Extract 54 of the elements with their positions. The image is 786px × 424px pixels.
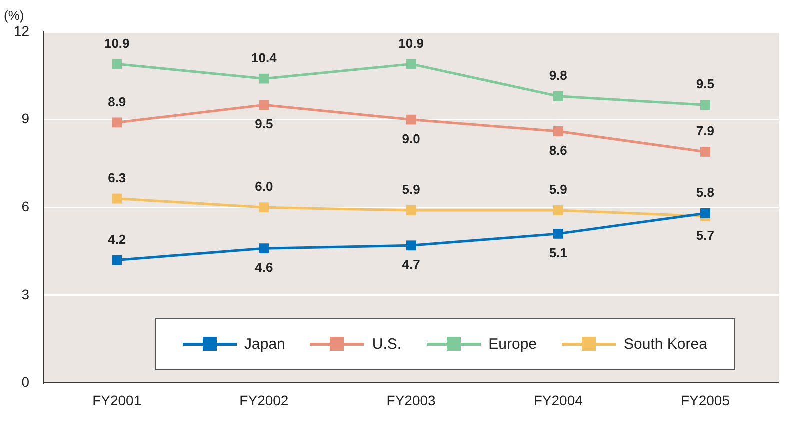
y-axis-title: (%): [4, 8, 24, 23]
legend-label: South Korea: [624, 336, 708, 352]
y-tick-label: 0: [22, 374, 30, 390]
point: [112, 194, 122, 204]
point: [553, 126, 564, 136]
point: [406, 114, 416, 125]
data-label: 5.9: [549, 182, 568, 198]
data-label: 9.0: [402, 131, 420, 146]
data-label: 5.9: [402, 182, 420, 198]
data-label: 5.7: [696, 228, 714, 243]
data-label: 10.4: [252, 50, 278, 66]
point: [700, 100, 710, 110]
data-label: 10.9: [398, 36, 424, 51]
point: [553, 228, 564, 239]
data-label: 4.6: [255, 260, 274, 276]
point: [700, 208, 710, 218]
data-label: 6.3: [108, 170, 126, 186]
x-tick-label: FY2001: [92, 392, 142, 408]
point: [112, 118, 122, 128]
data-label: 9.5: [696, 76, 714, 92]
x-tick-label: FY2004: [534, 392, 584, 408]
point: [112, 255, 122, 266]
data-label: 5.8: [696, 185, 714, 200]
legend-label: Europe: [488, 336, 538, 352]
y-tick-label: 12: [14, 22, 30, 39]
point: [259, 74, 270, 84]
point: [259, 202, 270, 213]
data-label: 10.9: [104, 36, 130, 51]
point: [406, 240, 416, 251]
point: [553, 206, 564, 216]
data-label: 4.2: [108, 232, 126, 247]
y-tick-label: 3: [22, 286, 30, 302]
data-label: 9.8: [549, 68, 568, 83]
point: [112, 59, 122, 70]
data-label: 6.0: [255, 179, 274, 194]
data-label: 8.9: [108, 94, 126, 110]
y-tick-label: 9: [22, 110, 30, 127]
point: [259, 100, 270, 110]
legend-label: Japan: [244, 336, 286, 352]
data-label: 9.5: [255, 116, 274, 132]
y-tick-label: 6: [22, 198, 30, 214]
data-label: 4.7: [402, 257, 420, 272]
data-label: 8.6: [549, 143, 568, 158]
legend-label: U.S.: [372, 336, 402, 352]
point: [406, 59, 416, 70]
x-tick-label: FY2003: [386, 392, 436, 408]
data-label: 7.9: [696, 124, 714, 139]
x-tick-label: FY2005: [680, 392, 730, 408]
data-label: 5.1: [549, 246, 568, 261]
point: [406, 206, 416, 216]
point: [553, 91, 564, 102]
x-tick-label: FY2002: [240, 392, 289, 408]
point: [259, 244, 270, 254]
point: [700, 147, 710, 157]
